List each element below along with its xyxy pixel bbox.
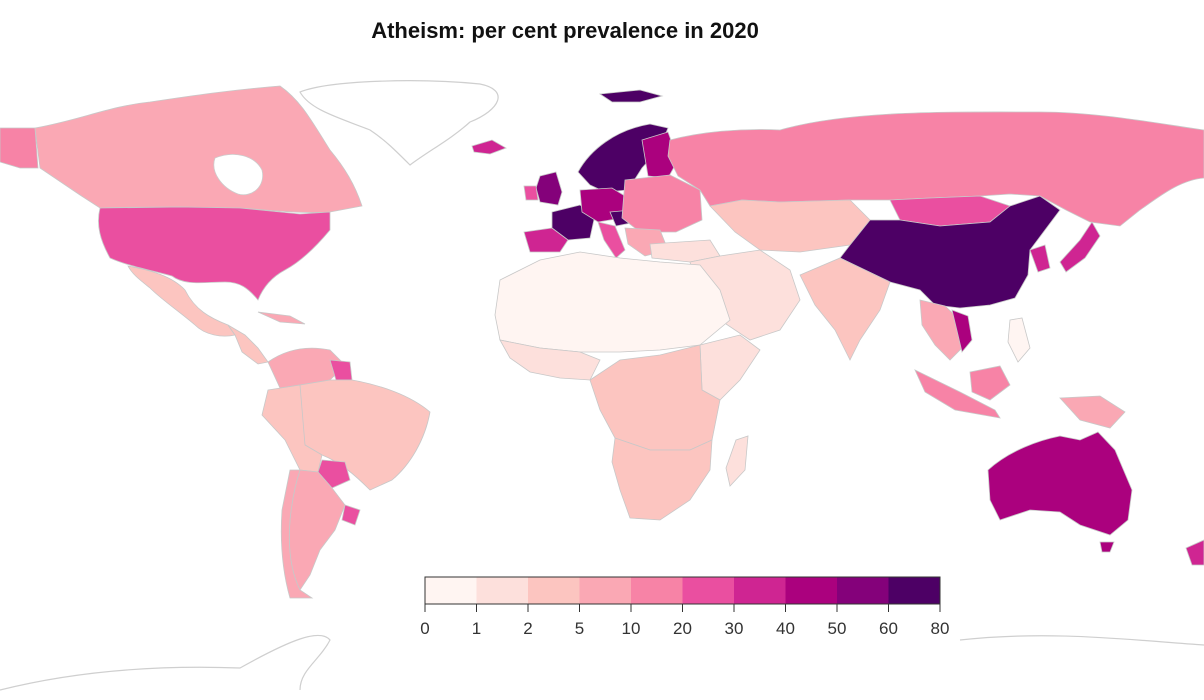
region-philippines <box>1007 317 1031 363</box>
region-hudson-bay <box>213 154 264 196</box>
region-alaska <box>0 127 39 169</box>
region-usa <box>98 206 331 301</box>
legend-tick-label: 50 <box>828 619 847 638</box>
region-north-africa <box>494 251 731 353</box>
legend-tick-label: 30 <box>725 619 744 638</box>
region-ireland <box>523 185 539 201</box>
region-madagascar <box>725 435 749 487</box>
region-central-america <box>227 324 269 365</box>
region-borneo <box>969 365 1011 401</box>
legend-tick-label: 2 <box>523 619 532 638</box>
region-japan <box>1059 221 1101 273</box>
legend-tick-label: 10 <box>622 619 641 638</box>
region-svalbard <box>598 89 664 103</box>
region-russia <box>667 111 1204 227</box>
region-korea <box>1029 244 1051 273</box>
legend-swatch <box>837 577 889 604</box>
region-east-africa <box>699 334 761 401</box>
legend-tick-label: 60 <box>879 619 898 638</box>
region-spain <box>523 227 569 253</box>
region-australia <box>987 431 1133 536</box>
legend-swatch <box>888 577 940 604</box>
legend-tick-label: 5 <box>575 619 584 638</box>
map-title: Atheism: per cent prevalence in 2020 <box>371 18 759 43</box>
region-new-zealand <box>1185 539 1204 566</box>
legend-swatch <box>425 577 477 604</box>
legend-tick-label: 80 <box>931 619 950 638</box>
legend-swatch <box>682 577 734 604</box>
region-uk <box>535 171 563 206</box>
region-mexico <box>127 265 236 337</box>
region-iceland <box>471 139 507 155</box>
legend-swatch <box>734 577 786 604</box>
region-argentina <box>288 469 346 591</box>
region-finland <box>641 131 679 179</box>
region-central-asia <box>709 199 871 253</box>
region-vietnam <box>951 309 973 353</box>
region-cuba <box>257 311 306 325</box>
region-greenland <box>299 80 499 166</box>
legend-swatch <box>631 577 683 604</box>
region-eastern-europe <box>621 174 703 233</box>
legend: 0 1 2 5 10 20 30 40 50 60 80 <box>420 576 950 638</box>
legend-swatch <box>579 577 631 604</box>
legend-swatch <box>528 577 580 604</box>
region-tasmania <box>1099 541 1115 553</box>
region-uruguay <box>341 504 361 526</box>
region-indonesia <box>914 369 1001 419</box>
legend-swatch <box>476 577 528 604</box>
region-italy <box>597 221 626 259</box>
region-southern-africa <box>611 437 713 521</box>
legend-swatch <box>785 577 837 604</box>
legend-tick-label: 40 <box>776 619 795 638</box>
region-central-africa <box>589 344 721 451</box>
region-new-guinea <box>1059 395 1126 429</box>
region-china <box>839 195 1061 309</box>
region-south-asia <box>799 257 891 361</box>
region-antarctica <box>0 634 1204 691</box>
legend-tick-label: 0 <box>420 619 429 638</box>
region-chile <box>280 469 314 599</box>
legend-tick-label: 1 <box>472 619 481 638</box>
legend-tick-label: 20 <box>673 619 692 638</box>
